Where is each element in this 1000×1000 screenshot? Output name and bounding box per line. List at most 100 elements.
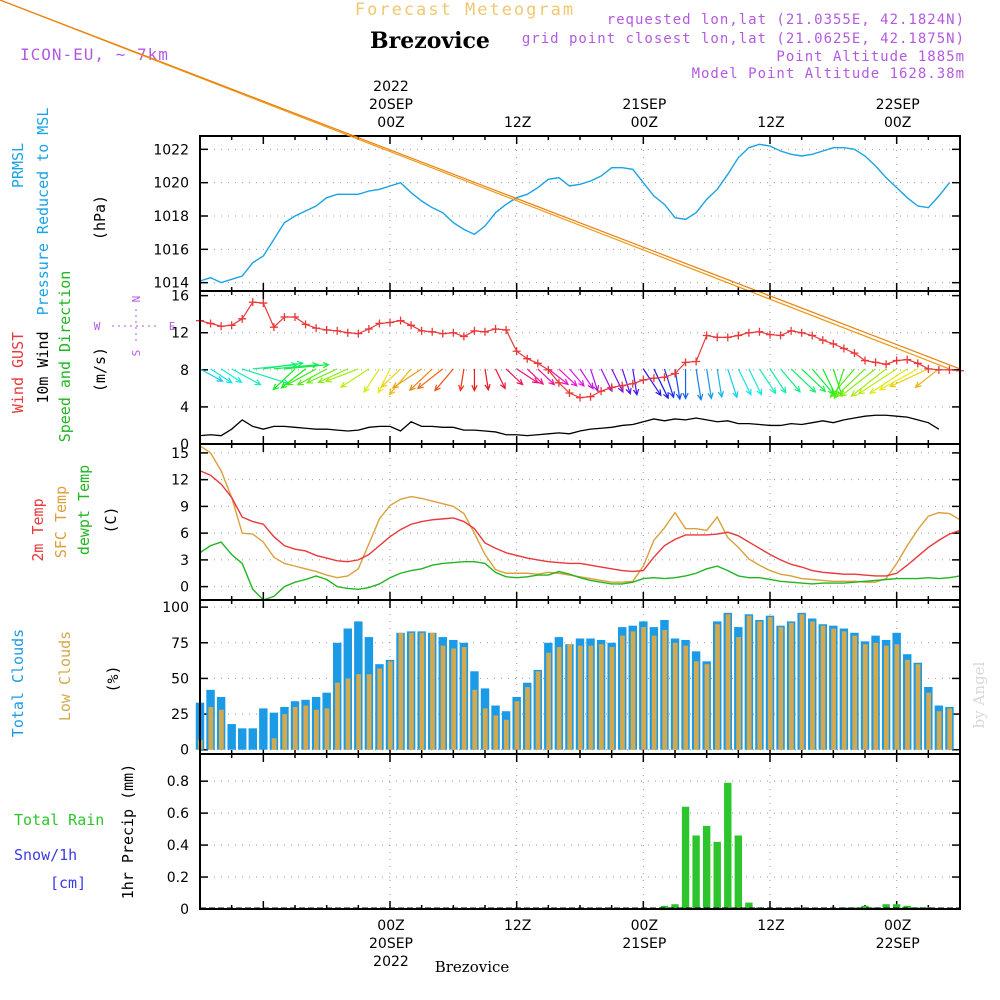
low-cloud-bar bbox=[831, 628, 836, 750]
low-cloud-bar bbox=[662, 629, 668, 750]
side-label-pressure: PRMSL Pressure Reduced to MSL (hPa) bbox=[9, 108, 109, 316]
wind-gust-point bbox=[364, 325, 373, 334]
wind-arrow bbox=[537, 368, 555, 386]
point-altitude: Point Altitude 1885m bbox=[776, 49, 965, 65]
wind-arrow-head bbox=[324, 376, 333, 383]
low-cloud-bar bbox=[778, 627, 784, 750]
wind-gust-point bbox=[248, 298, 257, 307]
wind-gust-point bbox=[459, 332, 468, 341]
rain-bar bbox=[734, 835, 743, 909]
wind-arrow bbox=[273, 364, 318, 370]
panel-clouds: 0 25 50 75 100 bbox=[162, 599, 961, 759]
wind-gust-point bbox=[449, 328, 458, 337]
wind-arrow bbox=[231, 368, 261, 386]
wind-arrow-head bbox=[682, 392, 689, 400]
pressure-label: Pressure Reduced to MSL bbox=[34, 108, 52, 316]
wind-arrow-head bbox=[697, 393, 704, 402]
wind-arrow-head bbox=[317, 377, 325, 384]
wind-arrow bbox=[220, 368, 242, 383]
wind-arrow-head bbox=[296, 360, 305, 367]
wind-gust-point bbox=[702, 331, 711, 340]
wind-arrow bbox=[589, 368, 599, 392]
wind-arrow-head bbox=[878, 384, 886, 391]
snow-label: Snow/1h bbox=[14, 846, 77, 864]
wind-gust-point bbox=[333, 326, 342, 335]
low-cloud-bar bbox=[356, 674, 361, 750]
temp-label: SFC Temp bbox=[52, 486, 70, 558]
wind-gust-point bbox=[607, 383, 616, 392]
pressure-label: PRMSL bbox=[9, 143, 27, 188]
low-cloud-bar bbox=[926, 692, 931, 750]
model-altitude: Model Point Altitude 1628.38m bbox=[692, 66, 965, 82]
wind-gust-point bbox=[924, 364, 933, 373]
wind-arrow-head bbox=[434, 384, 441, 392]
panel-wind: 0 4 8 12 16 bbox=[0, 0, 964, 453]
wind-arrow bbox=[0, 0, 961, 370]
low-cloud-bar bbox=[810, 621, 815, 750]
wind-arrow bbox=[297, 368, 327, 386]
wind-gust-point bbox=[343, 328, 352, 337]
low-cloud-bar bbox=[588, 645, 594, 750]
y-tick-label: 0.6 bbox=[167, 806, 189, 822]
low-cloud-bar bbox=[493, 715, 499, 750]
wind-gust-point bbox=[470, 326, 479, 335]
wind-arrow bbox=[568, 368, 585, 387]
wind-direction-arrows bbox=[0, 0, 961, 402]
wind-gust-point bbox=[523, 354, 532, 363]
low-cloud-bar bbox=[852, 635, 858, 750]
wind-gust-point bbox=[692, 357, 701, 366]
low-cloud-bar bbox=[736, 637, 741, 750]
wind-arrow-head bbox=[587, 382, 594, 390]
low-cloud-bar bbox=[535, 671, 541, 750]
time-label-top: 21SEP bbox=[622, 97, 666, 113]
y-tick-label: 15 bbox=[171, 446, 189, 462]
time-label-bottom: 20SEP bbox=[369, 936, 413, 952]
time-label-bottom: 12Z bbox=[504, 918, 531, 934]
low-cloud-bar bbox=[345, 678, 351, 750]
y-tick-label: 16 bbox=[171, 289, 189, 305]
low-cloud-bar bbox=[377, 668, 383, 750]
rain-bar bbox=[724, 782, 732, 909]
low-cloud-bar bbox=[461, 647, 467, 750]
y-tick-label: 0 bbox=[180, 437, 189, 453]
wind-gust-point bbox=[850, 349, 859, 358]
time-label-top: 00Z bbox=[884, 115, 911, 131]
low-cloud-bar bbox=[577, 645, 583, 750]
y-tick-label: 1022 bbox=[153, 142, 189, 158]
wind-arrow bbox=[869, 368, 908, 394]
low-cloud-bar bbox=[292, 706, 298, 750]
low-cloud-bar bbox=[387, 661, 393, 750]
wind-gust-point bbox=[586, 392, 595, 401]
wind-arrow-head bbox=[834, 391, 842, 398]
wind-arrow-head bbox=[380, 381, 388, 389]
compass-rose: W E N S bbox=[94, 296, 176, 357]
pressure-line bbox=[199, 143, 950, 284]
wind-arrow-head bbox=[745, 388, 752, 396]
wind-gust-point bbox=[280, 312, 289, 321]
wind-arrow bbox=[516, 368, 539, 384]
wind-arrow-head bbox=[458, 384, 465, 392]
wind-arrow-head bbox=[717, 391, 724, 399]
low-cloud-bar bbox=[884, 645, 889, 750]
wind-arrow bbox=[363, 368, 380, 393]
y-tick-label: 0 bbox=[180, 580, 189, 596]
wind-arrow-head bbox=[663, 392, 669, 400]
time-axis-bottom: 00Z 20SEP 2022 12Z 00Z 21SEP 12Z 00Z 22SEP bbox=[369, 918, 920, 970]
rain-bar bbox=[671, 904, 679, 909]
y-tick-label: 12 bbox=[171, 326, 189, 342]
low-cloud-bar bbox=[482, 708, 488, 750]
wind-gust-point bbox=[649, 374, 658, 383]
time-label-top: 2022 bbox=[373, 79, 409, 95]
credit-watermark: by Angel bbox=[970, 661, 988, 728]
precip-unit: 1hr Precip (mm) bbox=[119, 764, 137, 899]
wind-gust-point bbox=[533, 359, 542, 368]
panel-frame bbox=[199, 753, 961, 910]
wind-gust-point bbox=[776, 331, 785, 340]
wind-arrow-head bbox=[471, 384, 478, 392]
wind-arrow bbox=[632, 368, 638, 395]
y-tick-label: 0 bbox=[180, 743, 189, 759]
wind-arrow bbox=[780, 368, 801, 393]
time-label-bottom: 00Z bbox=[884, 918, 911, 934]
panel-frame bbox=[199, 135, 961, 292]
compass-label: W bbox=[94, 320, 101, 333]
